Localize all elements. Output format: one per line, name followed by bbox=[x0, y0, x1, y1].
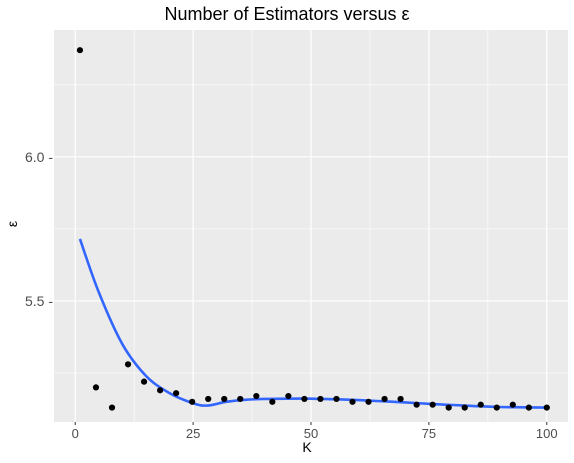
data-point bbox=[269, 398, 276, 405]
data-point bbox=[237, 395, 244, 403]
y-axis-ticks: 5.5 - 6.0 - bbox=[25, 149, 53, 309]
data-point bbox=[509, 401, 516, 408]
data-point bbox=[525, 404, 532, 411]
x-tick-label: 50 bbox=[304, 426, 318, 441]
data-point bbox=[124, 361, 132, 368]
x-axis-label: K bbox=[302, 439, 312, 455]
data-point bbox=[445, 404, 452, 411]
x-tick-label: 0 bbox=[72, 426, 79, 441]
points-layer bbox=[76, 47, 550, 411]
data-point bbox=[333, 395, 340, 403]
data-point bbox=[205, 395, 212, 403]
data-point bbox=[349, 398, 356, 405]
x-tick-label: 75 bbox=[422, 426, 436, 441]
data-point bbox=[92, 384, 100, 391]
chart-title: Number of Estimators versus ε bbox=[164, 4, 410, 24]
data-point bbox=[493, 404, 500, 411]
data-point bbox=[365, 398, 372, 405]
data-point bbox=[285, 392, 292, 400]
y-tick-label: 6.0 - bbox=[25, 149, 53, 165]
data-point bbox=[140, 378, 148, 385]
data-point bbox=[301, 395, 308, 403]
data-point bbox=[253, 392, 260, 400]
data-point bbox=[543, 404, 550, 411]
y-axis-label: ε bbox=[4, 220, 20, 228]
data-point bbox=[108, 404, 116, 411]
grid-lines bbox=[54, 30, 568, 422]
data-point bbox=[173, 390, 180, 397]
data-point bbox=[76, 47, 84, 54]
x-tick-label: 100 bbox=[536, 426, 558, 441]
data-point bbox=[221, 395, 228, 403]
data-point bbox=[381, 395, 388, 403]
x-tick-label: 25 bbox=[186, 426, 200, 441]
x-axis-ticks: 0 25 50 75 100 bbox=[72, 422, 558, 441]
data-point bbox=[157, 387, 164, 394]
data-point bbox=[189, 398, 196, 405]
data-point bbox=[397, 395, 404, 403]
data-point bbox=[317, 395, 324, 403]
data-point bbox=[477, 401, 484, 408]
data-point bbox=[429, 401, 436, 408]
y-tick-label: 5.5 - bbox=[25, 293, 53, 309]
data-point bbox=[413, 401, 420, 408]
data-point bbox=[461, 404, 468, 411]
